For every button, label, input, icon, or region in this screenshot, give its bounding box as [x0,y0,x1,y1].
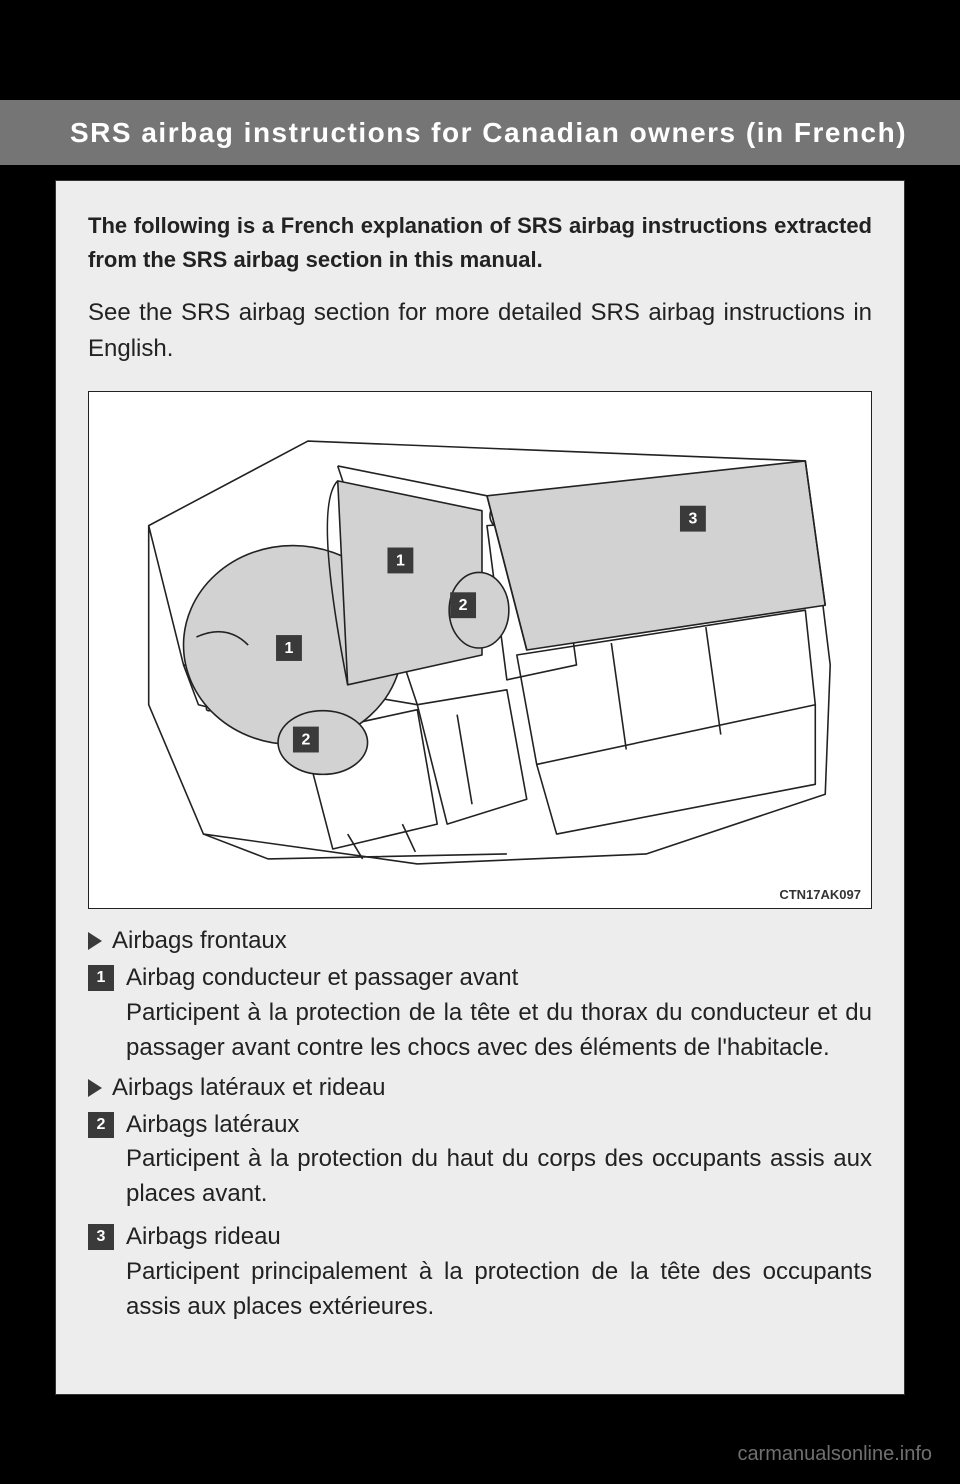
intro-bold-text: The following is a French explanation of… [88,209,872,277]
section-heading: Airbags latéraux et rideau [88,1074,872,1102]
callout-2: 2 [450,592,476,618]
diagram-svg: 1 1 2 2 3 [89,392,871,908]
list-item: 1 Airbag conducteur et passager avantPart… [88,961,872,1065]
section-heading-text: Airbags latéraux et rideau [112,1074,386,1102]
item-number-box: 1 [88,965,114,991]
content-box: The following is a French explanation of… [55,180,905,1395]
item-body: Airbags rideauParticipent principalement… [126,1220,872,1324]
item-description: Participent à la protection du haut du c… [126,1142,872,1212]
intro-plain-text: See the SRS airbag section for more deta… [88,295,872,367]
item-description: Participent principalement à la protecti… [126,1255,872,1325]
item-description: Participent à la protection de la tête e… [126,996,872,1066]
svg-text:2: 2 [459,597,468,614]
header-band: SRS airbag instructions for Canadian own… [0,0,960,165]
item-title: Airbags rideau [126,1220,872,1255]
watermark-text: carmanualsonline.info [737,1443,932,1466]
airbag-diagram: 1 1 2 2 3 CTN17AK097 [88,391,872,909]
page-title: SRS airbag instructions for Canadian own… [70,117,907,149]
callout-1: 1 [387,548,413,574]
title-bar: SRS airbag instructions for Canadian own… [0,100,960,165]
sections-container: Airbags frontaux 1 Airbag conducteur et pa… [88,927,872,1324]
svg-text:1: 1 [285,640,294,657]
item-number-box: 2 [88,1112,114,1138]
triangle-bullet-icon [88,1079,102,1097]
callout-1: 1 [276,635,302,661]
svg-text:3: 3 [688,511,697,528]
triangle-bullet-icon [88,932,102,950]
list-item: 2 Airbags latérauxParticipent à la protec… [88,1108,872,1212]
section-heading: Airbags frontaux [88,927,872,955]
item-title: Airbag conducteur et passager avant [126,961,872,996]
list-item: 3 Airbags rideauParticipent principalemen… [88,1220,872,1324]
svg-text:2: 2 [301,732,310,749]
item-body: Airbags latérauxParticipent à la protect… [126,1108,872,1212]
item-body: Airbag conducteur et passager avantParti… [126,961,872,1065]
item-number-box: 3 [88,1224,114,1250]
figure-code: CTN17AK097 [779,887,861,902]
callout-3: 3 [680,506,706,532]
svg-text:1: 1 [396,553,405,570]
section-heading-text: Airbags frontaux [112,927,287,955]
callout-2: 2 [293,727,319,753]
item-title: Airbags latéraux [126,1108,872,1143]
